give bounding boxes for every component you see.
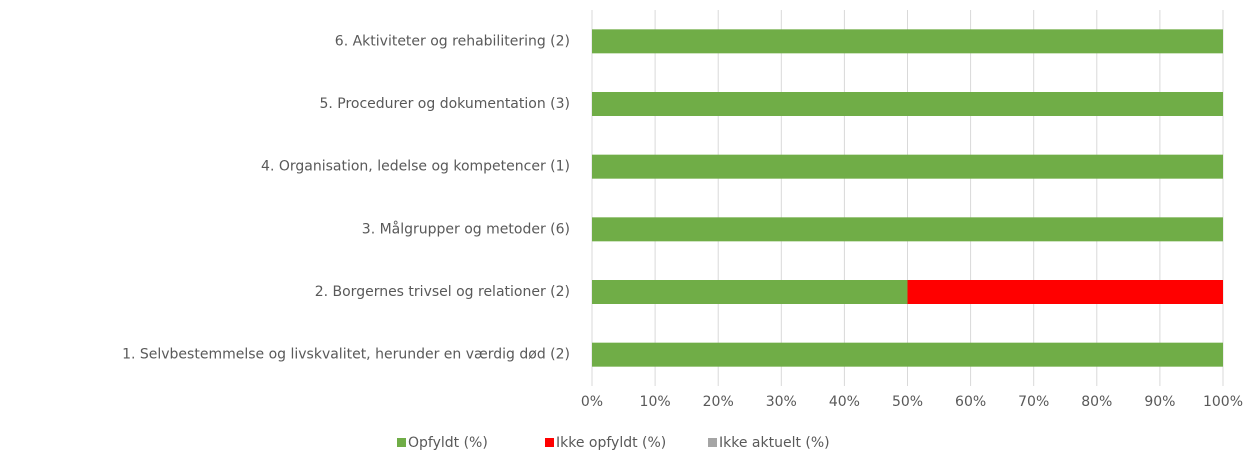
x-tick-label: 100% <box>1203 394 1243 410</box>
legend-swatch <box>545 438 554 447</box>
bar-segment <box>592 92 1223 116</box>
x-tick-label: 10% <box>640 394 671 410</box>
x-tick-label: 80% <box>1081 394 1112 410</box>
y-tick-label: 1. Selvbestemmelse og livskvalitet, heru… <box>122 347 570 363</box>
legend-swatch <box>708 438 717 447</box>
y-tick-label: 2. Borgernes trivsel og relationer (2) <box>315 284 570 300</box>
x-tick-label: 50% <box>892 394 923 410</box>
y-tick-label: 4. Organisation, ledelse og kompetencer … <box>261 159 570 175</box>
x-tick-label: 40% <box>829 394 860 410</box>
bar-segment <box>907 280 1223 304</box>
bar-segment <box>592 154 1223 179</box>
legend-label: Ikke aktuelt (%) <box>719 435 830 451</box>
legend-label: Ikke opfyldt (%) <box>556 435 666 451</box>
x-tick-label: 30% <box>766 394 797 410</box>
x-tick-label: 90% <box>1144 394 1175 410</box>
y-tick-label: 5. Procedurer og dokumentation (3) <box>319 96 570 112</box>
bar-segment <box>592 29 1223 54</box>
x-tick-label: 70% <box>1018 394 1049 410</box>
legend-label: Opfyldt (%) <box>408 435 488 451</box>
x-tick-label: 60% <box>955 394 986 410</box>
bar-segment <box>592 342 1223 367</box>
x-tick-label: 0% <box>581 394 603 410</box>
legend-swatch <box>397 438 406 447</box>
bar-segment <box>592 217 1223 242</box>
y-tick-label: 6. Aktiviteter og rehabilitering (2) <box>335 33 570 49</box>
bar-segment <box>592 280 908 304</box>
x-tick-label: 20% <box>703 394 734 410</box>
y-tick-label: 3. Målgrupper og metoder (6) <box>362 220 570 237</box>
